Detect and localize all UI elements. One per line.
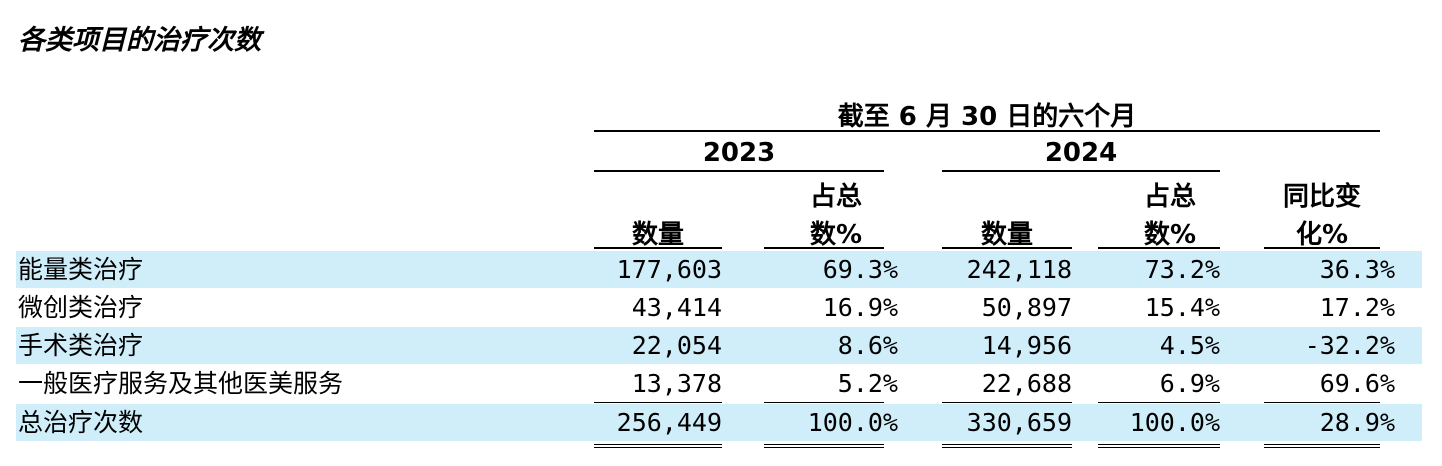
col-change-rule (1264, 247, 1380, 249)
change-cell: 69.6% (1319, 369, 1395, 398)
row-label: 总治疗次数 (18, 408, 144, 437)
share-2023-cell: 16.9% (822, 293, 898, 322)
col-share-2024-line1: 占总 (1143, 182, 1196, 212)
col-count-2023-rule (594, 247, 722, 249)
bottom-rule-count-2024 (942, 444, 1072, 445)
share-2023-cell: 100.0% (807, 408, 898, 437)
total-rule-count-2023 (594, 402, 722, 403)
row-label: 手术类治疗 (18, 331, 144, 360)
total-rule-change (1264, 402, 1380, 403)
total-rule-share-2024 (1098, 402, 1220, 403)
col-count-2024: 数量 (980, 220, 1033, 250)
change-cell: 17.2% (1319, 293, 1395, 322)
col-share-2024-rule (1098, 247, 1220, 249)
bottom-rule-share-2024-2 (1098, 447, 1220, 448)
count-2024-cell: 22,688 (981, 369, 1072, 398)
total-rule-share-2023 (764, 402, 884, 403)
total-rule-count-2024 (942, 402, 1072, 403)
table-row: 手术类治疗 22,054 8.6% 14,956 4.5% -32.2% (16, 327, 1422, 364)
col-change-line1: 同比变 (1282, 182, 1361, 212)
bottom-rule-share-2024 (1098, 444, 1220, 445)
table-row-total: 总治疗次数 256,449 100.0% 330,659 100.0% 28.9… (16, 404, 1422, 441)
share-2024-cell: 15.4% (1144, 293, 1220, 322)
count-2023-cell: 13,378 (631, 369, 722, 398)
count-2024-cell: 14,956 (981, 331, 1072, 360)
col-share-2023-rule (764, 247, 884, 249)
count-2024-cell: 330,659 (966, 408, 1072, 437)
table-row: 微创类治疗 43,414 16.9% 50,897 15.4% 17.2% (16, 289, 1422, 326)
bottom-rule-share-2023 (764, 444, 884, 445)
bottom-rule-change (1264, 444, 1380, 445)
col-change-line2: 化% (1295, 220, 1349, 250)
col-share-2023-line2: 数% (809, 220, 862, 250)
share-2023-cell: 8.6% (837, 331, 898, 360)
count-2024-cell: 50,897 (981, 293, 1072, 322)
col-count-2024-rule (942, 247, 1072, 249)
share-2024-cell: 100.0% (1129, 408, 1220, 437)
table-row: 一般医疗服务及其他医美服务 13,378 5.2% 22,688 6.9% 69… (16, 365, 1422, 402)
count-2023-cell: 177,603 (616, 255, 722, 284)
col-share-2024-line2: 数% (1143, 220, 1196, 250)
bottom-rule-change-2 (1264, 447, 1380, 448)
bottom-rule-share-2023-2 (764, 447, 884, 448)
bottom-rule-count-2023-2 (594, 447, 722, 448)
period-rule (594, 130, 1380, 132)
col-share-2023-line1: 占总 (809, 182, 862, 212)
year-2024-header: 2024 (1044, 138, 1118, 168)
row-label: 一般医疗服务及其他医美服务 (18, 369, 344, 398)
share-2024-cell: 73.2% (1144, 255, 1220, 284)
count-2024-cell: 242,118 (966, 255, 1072, 284)
share-2023-cell: 69.3% (822, 255, 898, 284)
year-2023-rule (594, 170, 884, 172)
bottom-rule-count-2023 (594, 444, 722, 445)
col-count-2023: 数量 (631, 220, 684, 250)
share-2023-cell: 5.2% (837, 369, 898, 398)
count-2023-cell: 22,054 (631, 331, 722, 360)
change-cell: 28.9% (1319, 408, 1395, 437)
share-2024-cell: 6.9% (1159, 369, 1220, 398)
year-2023-header: 2023 (702, 138, 776, 168)
year-2024-rule (942, 170, 1220, 172)
change-cell: 36.3% (1319, 255, 1395, 284)
bottom-rule-count-2024-2 (942, 447, 1072, 448)
share-2024-cell: 4.5% (1159, 331, 1220, 360)
change-cell: -32.2% (1304, 331, 1395, 360)
count-2023-cell: 256,449 (616, 408, 722, 437)
table-title: 各类项目的治疗次数 (18, 25, 261, 56)
row-label: 微创类治疗 (18, 293, 144, 322)
count-2023-cell: 43,414 (631, 293, 722, 322)
period-header: 截至 6 月 30 日的六个月 (837, 102, 1137, 132)
table-row: 能量类治疗 177,603 69.3% 242,118 73.2% 36.3% (16, 251, 1422, 288)
row-label: 能量类治疗 (18, 255, 144, 284)
